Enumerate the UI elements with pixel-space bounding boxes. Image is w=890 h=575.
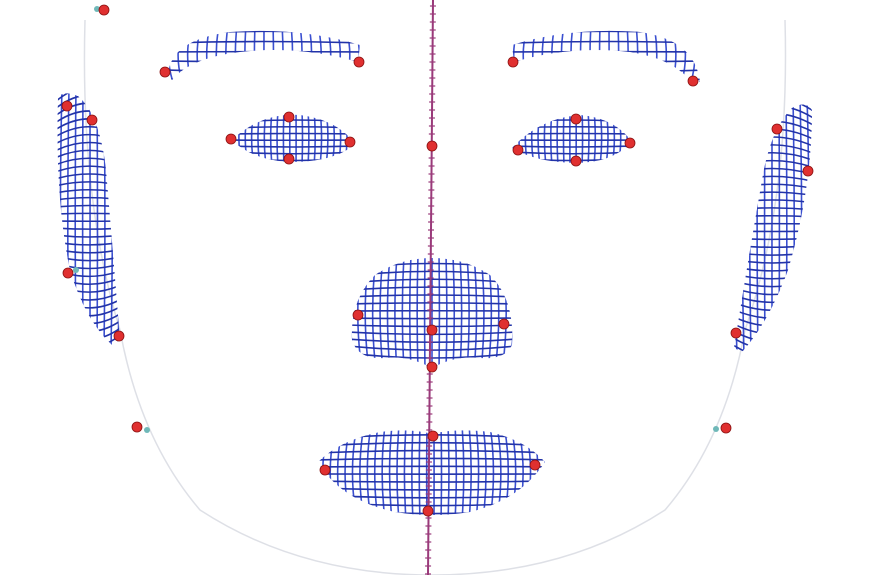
landmark-right-brow-outer	[687, 75, 699, 87]
landmark-right-eye-bottom	[570, 155, 582, 167]
landmark-nose-left-ala	[352, 309, 364, 321]
landmark-right-ear-lobe	[730, 327, 742, 339]
landmark-left-brow-outer	[159, 66, 171, 78]
landmark-left-eye-inner	[344, 136, 356, 148]
right-ear-mesh	[734, 104, 812, 352]
landmark-left-ear-upper	[86, 114, 98, 126]
landmark-right-ear-top	[771, 123, 783, 135]
landmark-mouth-right-corner	[529, 459, 541, 471]
landmark-nose-tip	[426, 324, 438, 336]
left-eyebrow-mesh	[168, 30, 360, 80]
landmark-right-eye-inner	[512, 144, 524, 156]
landmark-upper-lip	[427, 430, 439, 442]
landmark-left-eye-top	[283, 111, 295, 123]
landmark-nose-right-ala	[498, 318, 510, 330]
landmark-left-jaw	[131, 421, 143, 433]
face-outline	[83, 19, 787, 575]
forehead-top-left-aux-marker	[94, 6, 100, 12]
landmark-right-ear-upper	[802, 165, 814, 177]
left-ear-mesh	[57, 93, 120, 345]
landmark-right-brow-inner	[507, 56, 519, 68]
landmark-nasion	[426, 140, 438, 152]
landmark-left-eye-outer	[225, 133, 237, 145]
landmark-right-eye-top	[570, 113, 582, 125]
landmark-right-jaw	[720, 422, 732, 434]
landmark-forehead-top-left	[98, 4, 110, 16]
landmark-lower-lip	[422, 505, 434, 517]
right-eyebrow-mesh	[512, 30, 700, 82]
right-jaw-aux-marker	[713, 426, 719, 432]
landmark-left-ear-mid	[62, 267, 74, 279]
landmark-right-eye-outer	[624, 137, 636, 149]
left-ear-mid-aux-marker	[73, 267, 79, 273]
landmark-subnasale	[426, 361, 438, 373]
landmark-left-ear-lobe	[113, 330, 125, 342]
landmark-left-brow-inner	[353, 56, 365, 68]
left-jaw-aux-marker	[144, 427, 150, 433]
face-midline	[427, 0, 434, 575]
landmark-left-ear-top	[61, 100, 73, 112]
nose-mesh	[351, 258, 513, 368]
landmark-left-eye-bottom	[283, 153, 295, 165]
right-eye-mesh	[512, 115, 632, 163]
landmark-mouth-left-corner	[319, 464, 331, 476]
